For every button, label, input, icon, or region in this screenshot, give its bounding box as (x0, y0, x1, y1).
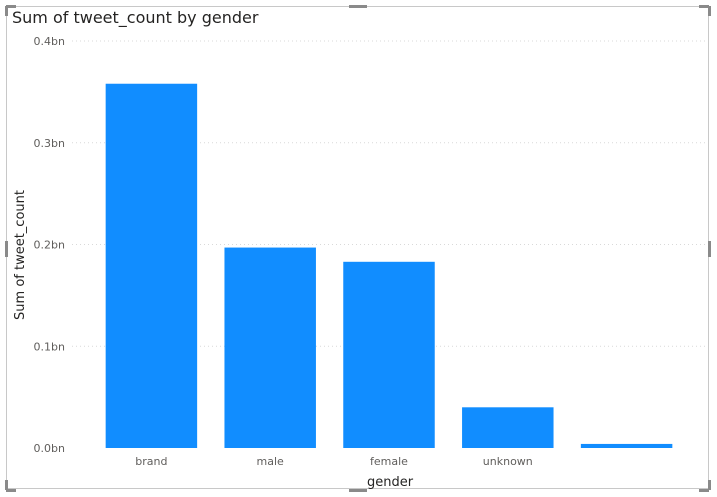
bars (105, 83, 673, 449)
bar-blank[interactable] (580, 443, 673, 448)
resize-handle-left[interactable] (5, 241, 8, 257)
resize-handle-top-right-v[interactable] (708, 6, 711, 16)
x-tick-label: female (370, 455, 408, 468)
y-axis-title: Sum of tweet_count (13, 190, 28, 320)
resize-handle-bottom-right-v[interactable] (708, 480, 711, 490)
chart-title: Sum of tweet_count by gender (12, 8, 259, 27)
resize-handle-top-left-v[interactable] (5, 6, 8, 16)
y-tick-label: 0.0bn (34, 442, 65, 455)
y-tick-label: 0.1bn (34, 340, 65, 353)
resize-handle-bottom-right[interactable] (699, 489, 709, 492)
bar-female[interactable] (343, 261, 435, 448)
y-tick-label: 0.3bn (34, 137, 65, 150)
x-axis-ticks: brand male female unknown (135, 455, 533, 468)
y-tick-label: 0.2bn (34, 239, 65, 252)
bar-unknown[interactable] (462, 407, 554, 448)
resize-handle-top-right[interactable] (699, 5, 709, 8)
x-tick-label: unknown (483, 455, 533, 468)
y-tick-label: 0.4bn (34, 35, 65, 48)
bar-male[interactable] (224, 247, 316, 448)
resize-handle-bottom[interactable] (349, 489, 367, 492)
resize-handle-bottom-left[interactable] (6, 489, 16, 492)
resize-handle-bottom-left-v[interactable] (5, 480, 8, 490)
resize-handle-top-left[interactable] (6, 5, 16, 8)
bar-brand[interactable] (105, 83, 198, 449)
x-tick-label: male (257, 455, 285, 468)
y-axis-ticks: 0.0bn 0.1bn 0.2bn 0.3bn 0.4bn (34, 35, 65, 455)
x-axis-title: gender (367, 475, 414, 490)
x-tick-label: brand (135, 455, 167, 468)
resize-handle-right[interactable] (708, 241, 711, 257)
resize-handle-top[interactable] (349, 5, 367, 8)
